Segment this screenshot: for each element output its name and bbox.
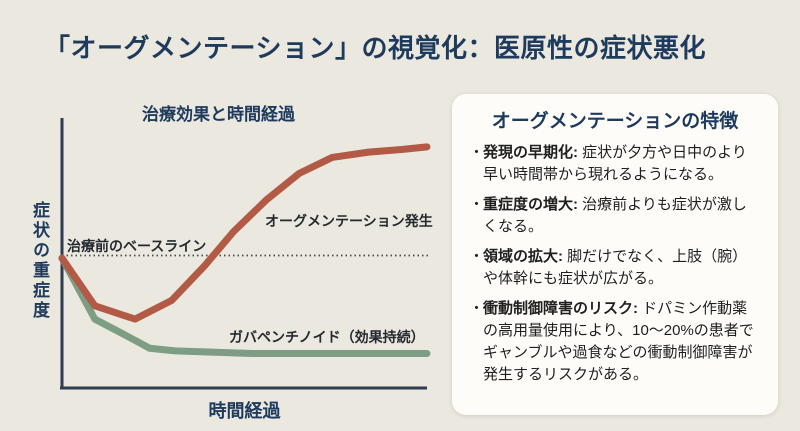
page-title: 「オーグメンテーション」の視覚化：医原性の症状悪化 [44,33,706,63]
list-item: ・ 領域の拡大: 脚だけでなく、上肢（腕）や体幹にも症状が広がる。 [469,246,761,290]
bullet-dot-icon: ・ [469,300,485,318]
list-item: ・ 重症度の増大: 治療前よりも症状が激しくなる。 [469,194,761,238]
chart-title: 治療効果と時間経過 [142,105,295,124]
bullet-body: 脚だけでなく、上肢（腕）や体幹にも症状が広がる。 [483,248,748,288]
y-axis-label: 症状の重症度 [30,201,49,321]
bullet-text: 衝動制御障害のリスク: ドパミン作動薬の高用量使用により、10〜20%の患者でギ… [483,298,761,386]
bullet-lead: 領域の拡大: [483,248,563,266]
bullet-lead: 発現の早期化: [483,144,578,161]
treatment-chart-svg [58,118,431,390]
bullet-body: 症状が夕方や日中のより早い時間帯から現れるようになる。 [483,144,747,184]
gabapentinoid-curve [58,254,431,358]
augmentation-annotation: オーグメンテーション発生 [265,213,433,229]
x-axis-label: 時間経過 [208,401,281,421]
bullet-text: 重症度の増大: 治療前よりも症状が激しくなる。 [483,194,761,238]
list-item: ・ 衝動制御障害のリスク: ドパミン作動薬の高用量使用により、10〜20%の患者… [469,298,761,386]
bullet-lead: 衝動制御障害のリスク: [483,300,638,318]
features-card-title: オーグメンテーションの特徴 [491,111,739,132]
gabapentinoid-annotation: ガバペンチノイド（効果持続） [229,329,425,345]
baseline-annotation: 治療前のベースライン [67,238,207,254]
bullet-text: 領域の拡大: 脚だけでなく、上肢（腕）や体幹にも症状が広がる。 [483,246,761,290]
list-item: ・ 発現の早期化: 症状が夕方や日中のより早い時間帯から現れるようになる。 [469,142,761,186]
augmentation-curve [58,143,431,323]
bullet-body: 治療前よりも症状が激しくなる。 [483,196,747,236]
bullet-body: ドパミン作動薬の高用量使用により、10〜20%の患者でギャンブルや過食などの衝動… [483,300,754,384]
chart-series-group [58,143,431,358]
bullet-dot-icon: ・ [469,248,485,266]
bullet-lead: 重症度の増大: [483,196,578,214]
bullet-text: 発現の早期化: 症状が夕方や日中のより早い時間帯から現れるようになる。 [483,142,761,186]
features-card: オーグメンテーションの特徴 ・ 発現の早期化: 症状が夕方や日中のより早い時間帯… [452,94,778,415]
bullet-dot-icon: ・ [469,144,485,161]
bullet-dot-icon: ・ [469,196,485,214]
